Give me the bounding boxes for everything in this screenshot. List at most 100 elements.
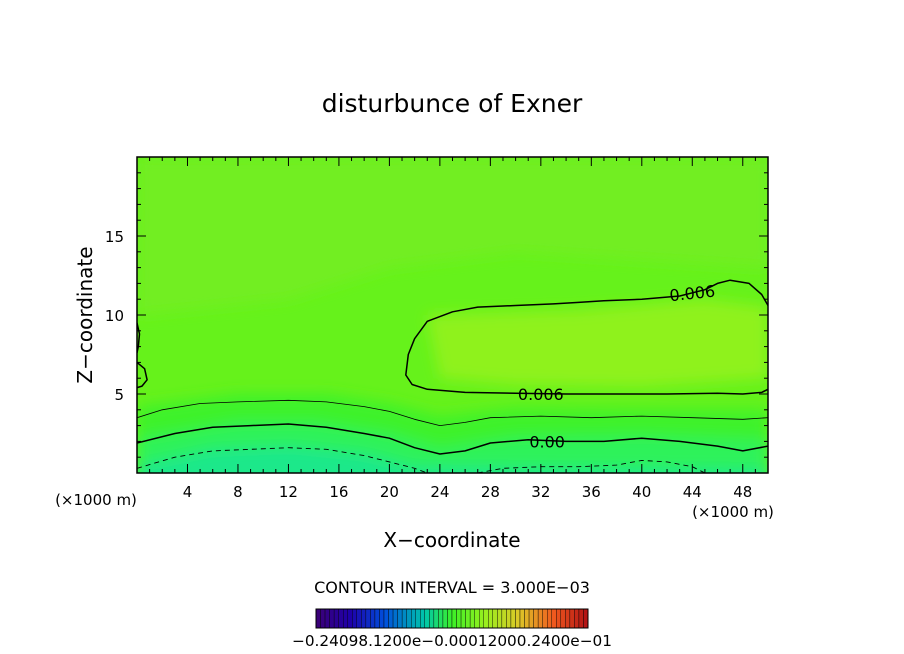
chart-title: disturbunce of Exner (322, 89, 583, 118)
field-upper-band (137, 157, 768, 315)
colorbar-frame (315, 608, 589, 629)
colorbar-swatch (347, 608, 353, 629)
colorbar-swatch (361, 608, 367, 629)
colorbar-swatch (510, 608, 516, 629)
contour-line (137, 423, 768, 455)
x-tick-label: 24 (430, 483, 449, 501)
field-bottom-band (137, 446, 768, 473)
colorbar-swatch (438, 608, 444, 629)
y-tick-label: 15 (105, 228, 124, 246)
colorbar-swatch (501, 608, 507, 629)
colorbar-swatch (465, 608, 471, 629)
colorbar-swatch (565, 608, 571, 629)
colorbar-swatch (320, 608, 326, 629)
colorbar-swatch (537, 608, 543, 629)
contour-labels: 0.006 0.006 0.00 (518, 282, 717, 452)
colorbar-swatch (497, 608, 503, 629)
colorbar-swatch (379, 608, 385, 629)
colorbar-swatch (533, 608, 539, 629)
contour-line (137, 447, 428, 473)
contour-line (137, 361, 148, 389)
colorbar-swatch (451, 608, 457, 629)
x-axis: 4 8 12 16 20 24 28 32 36 40 44 48 (136, 157, 769, 501)
colorbar-swatch (524, 608, 530, 629)
colorbar-swatch (329, 608, 335, 629)
colorbar-swatch (528, 608, 534, 629)
x-unit-right: (×1000 m) (692, 503, 774, 521)
colorbar-swatch (343, 608, 348, 629)
x-tick-label: 8 (233, 483, 243, 501)
contour-line (405, 279, 768, 395)
x-axis-label: X−coordinate (383, 528, 520, 552)
y-tick-label: 5 (114, 386, 124, 404)
colorbar-swatch (542, 608, 548, 629)
x-tick-label: 44 (683, 483, 702, 501)
colorbar-labels: −0.24098.1200e−0.00012000.2400e−01 (292, 632, 612, 650)
colorbar-swatch (506, 608, 512, 629)
colorbar-swatch (447, 608, 453, 629)
colorbar-swatch (569, 608, 575, 629)
colorbar-swatch (515, 608, 521, 629)
colorbar-swatch (397, 608, 403, 629)
colorbar-swatch (556, 608, 561, 629)
colorbar-swatch (324, 608, 330, 629)
colorbar-swatch (392, 608, 398, 629)
x-tick-label: 32 (531, 483, 550, 501)
contour-label: 0.006 (669, 282, 717, 306)
colorbar-swatch (356, 608, 362, 629)
colorbar-swatch (315, 608, 321, 629)
x-tick-label: 48 (733, 483, 752, 501)
colorbar-swatch (578, 608, 584, 629)
contour-field (137, 157, 768, 473)
colorbar-swatch (560, 608, 566, 629)
colorbar-swatch (492, 608, 498, 629)
colorbar-swatch (583, 608, 589, 629)
colorbar-swatch (519, 608, 525, 629)
x-tick-label: 20 (380, 483, 399, 501)
colorbar-swatch (420, 608, 425, 629)
x-tick-label: 4 (183, 483, 193, 501)
colorbar-swatch (488, 608, 493, 629)
colorbar-swatch (456, 608, 462, 629)
colorbar-swatch (547, 608, 552, 629)
contour-interval-text: CONTOUR INTERVAL = 3.000E−03 (314, 578, 590, 597)
colorbar-swatch (574, 608, 580, 629)
colorbar-swatch (370, 608, 376, 629)
contour-line (137, 399, 768, 426)
colorbar-swatch (479, 608, 484, 629)
x-unit-left: (×1000 m) (55, 491, 137, 509)
colorbar-swatch (469, 608, 475, 629)
x-tick-label: 40 (632, 483, 651, 501)
colorbar-swatch (460, 608, 466, 629)
colorbar-swatch (365, 608, 371, 629)
y-axis: 5 10 15 (105, 156, 768, 474)
colorbar-swatch (383, 608, 389, 629)
colorbar-swatch (442, 608, 448, 629)
y-axis-label: Z−coordinate (73, 246, 97, 383)
field-core-region (427, 299, 768, 387)
colorbar-swatch (411, 608, 416, 629)
colorbar-swatch (429, 608, 435, 629)
contour-label: 0.00 (529, 432, 565, 451)
colorbar-swatch (374, 608, 380, 629)
colorbar-swatch (333, 608, 339, 629)
x-tick-label: 36 (582, 483, 601, 501)
y-tick-label: 10 (105, 307, 124, 325)
colorbar-swatch (338, 608, 344, 629)
x-tick-label: 16 (329, 483, 348, 501)
contour-line (477, 459, 706, 473)
x-tick-label: 12 (279, 483, 298, 501)
x-tick-label: 28 (481, 483, 500, 501)
colorbar-swatch (433, 608, 439, 629)
colorbar (315, 608, 589, 629)
colorbar-swatch (474, 608, 480, 629)
contour-label: 0.006 (518, 385, 564, 404)
colorbar-swatch (483, 608, 489, 629)
colorbar-swatch (551, 608, 557, 629)
colorbar-swatch (424, 608, 430, 629)
colorbar-swatch (415, 608, 421, 629)
colorbar-swatch (352, 608, 357, 629)
colorbar-swatch (401, 608, 407, 629)
colorbar-swatch (388, 608, 394, 629)
